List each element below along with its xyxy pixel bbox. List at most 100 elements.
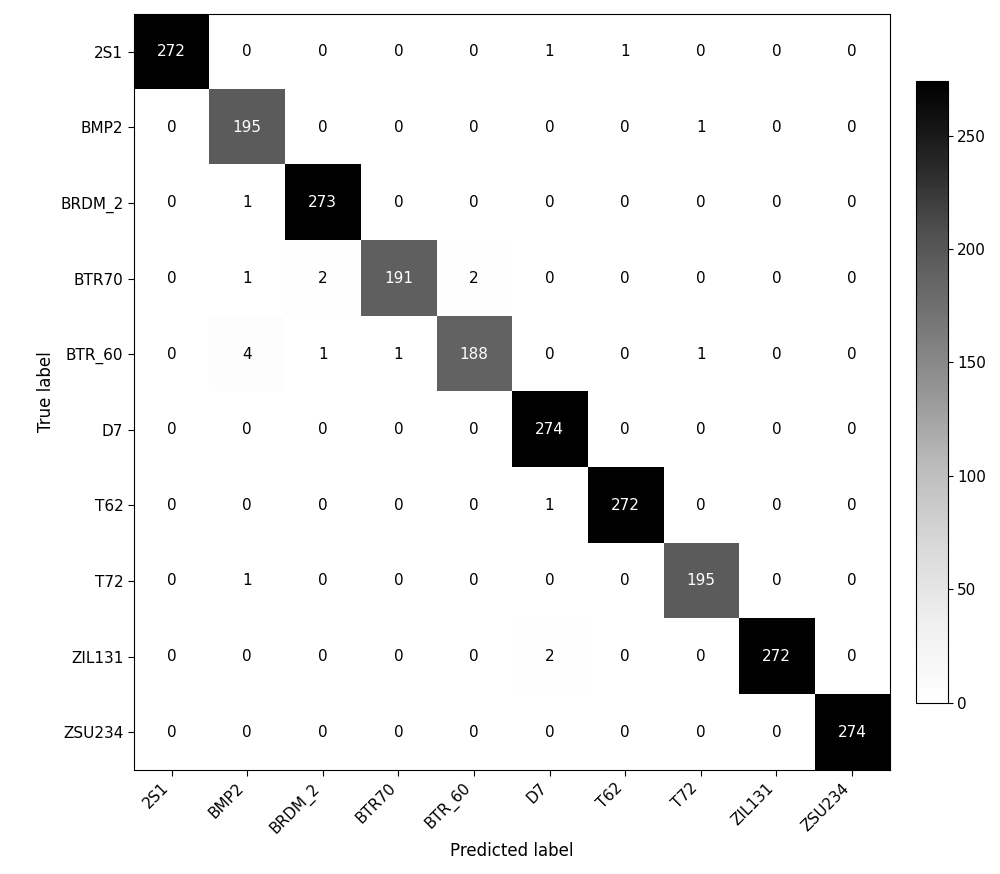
Text: 1: 1 xyxy=(242,271,252,286)
Text: 272: 272 xyxy=(157,45,186,59)
Text: 0: 0 xyxy=(167,498,176,513)
Text: 0: 0 xyxy=(318,422,328,437)
Text: 0: 0 xyxy=(847,649,857,664)
Text: 0: 0 xyxy=(772,347,781,362)
Text: 0: 0 xyxy=(469,498,479,513)
Text: 1: 1 xyxy=(696,120,706,135)
Text: 0: 0 xyxy=(620,725,630,739)
Text: 0: 0 xyxy=(167,271,176,286)
Text: 0: 0 xyxy=(545,725,554,739)
Text: 1: 1 xyxy=(545,498,554,513)
Text: 0: 0 xyxy=(620,347,630,362)
Text: 0: 0 xyxy=(545,196,554,211)
Text: 195: 195 xyxy=(686,573,715,588)
Text: 0: 0 xyxy=(847,120,857,135)
Text: 0: 0 xyxy=(620,120,630,135)
Text: 0: 0 xyxy=(847,196,857,211)
Text: 0: 0 xyxy=(545,120,554,135)
Text: 0: 0 xyxy=(772,725,781,739)
Text: 274: 274 xyxy=(535,422,564,437)
Text: 0: 0 xyxy=(620,196,630,211)
Text: 0: 0 xyxy=(469,725,479,739)
Text: 0: 0 xyxy=(318,573,328,588)
Text: 0: 0 xyxy=(772,45,781,59)
Text: 0: 0 xyxy=(696,196,706,211)
Text: 0: 0 xyxy=(696,422,706,437)
Text: 188: 188 xyxy=(460,347,488,362)
Text: 0: 0 xyxy=(772,422,781,437)
Text: 0: 0 xyxy=(545,347,554,362)
Text: 0: 0 xyxy=(772,498,781,513)
Text: 1: 1 xyxy=(545,45,554,59)
Text: 0: 0 xyxy=(469,422,479,437)
Text: 0: 0 xyxy=(772,196,781,211)
Text: 0: 0 xyxy=(469,649,479,664)
Text: 272: 272 xyxy=(762,649,791,664)
Y-axis label: True label: True label xyxy=(37,351,55,433)
Text: 0: 0 xyxy=(318,498,328,513)
Text: 273: 273 xyxy=(308,196,337,211)
Text: 0: 0 xyxy=(620,573,630,588)
Text: 0: 0 xyxy=(847,498,857,513)
Text: 0: 0 xyxy=(394,725,403,739)
Text: 4: 4 xyxy=(242,347,252,362)
Text: 0: 0 xyxy=(242,725,252,739)
Text: 0: 0 xyxy=(242,649,252,664)
Text: 0: 0 xyxy=(847,573,857,588)
Text: 0: 0 xyxy=(469,120,479,135)
Text: 2: 2 xyxy=(545,649,554,664)
Text: 0: 0 xyxy=(394,498,403,513)
Text: 0: 0 xyxy=(696,649,706,664)
Text: 274: 274 xyxy=(838,725,866,739)
Text: 1: 1 xyxy=(318,347,328,362)
Text: 0: 0 xyxy=(847,347,857,362)
Text: 0: 0 xyxy=(847,422,857,437)
Text: 0: 0 xyxy=(469,196,479,211)
Text: 195: 195 xyxy=(233,120,262,135)
Text: 0: 0 xyxy=(696,45,706,59)
Text: 0: 0 xyxy=(394,573,403,588)
Text: 0: 0 xyxy=(394,45,403,59)
Text: 0: 0 xyxy=(167,347,176,362)
Text: 0: 0 xyxy=(772,271,781,286)
Text: 1: 1 xyxy=(620,45,630,59)
Text: 0: 0 xyxy=(847,271,857,286)
Text: 0: 0 xyxy=(167,649,176,664)
Text: 0: 0 xyxy=(469,573,479,588)
X-axis label: Predicted label: Predicted label xyxy=(450,843,574,860)
Text: 0: 0 xyxy=(394,120,403,135)
Text: 272: 272 xyxy=(611,498,640,513)
Text: 0: 0 xyxy=(394,649,403,664)
Text: 0: 0 xyxy=(620,271,630,286)
Text: 0: 0 xyxy=(318,649,328,664)
Text: 0: 0 xyxy=(167,196,176,211)
Text: 0: 0 xyxy=(318,725,328,739)
Text: 0: 0 xyxy=(847,45,857,59)
Text: 0: 0 xyxy=(696,498,706,513)
Text: 0: 0 xyxy=(772,573,781,588)
Text: 1: 1 xyxy=(394,347,403,362)
Text: 0: 0 xyxy=(242,422,252,437)
Text: 0: 0 xyxy=(242,45,252,59)
Text: 0: 0 xyxy=(167,725,176,739)
Text: 0: 0 xyxy=(469,45,479,59)
Text: 0: 0 xyxy=(394,196,403,211)
Text: 0: 0 xyxy=(696,725,706,739)
Text: 2: 2 xyxy=(469,271,479,286)
Text: 0: 0 xyxy=(394,422,403,437)
Text: 1: 1 xyxy=(242,573,252,588)
Text: 0: 0 xyxy=(318,120,328,135)
Text: 1: 1 xyxy=(242,196,252,211)
Text: 0: 0 xyxy=(167,573,176,588)
Text: 0: 0 xyxy=(772,120,781,135)
Text: 0: 0 xyxy=(545,271,554,286)
Text: 0: 0 xyxy=(545,573,554,588)
Text: 0: 0 xyxy=(696,271,706,286)
Text: 0: 0 xyxy=(242,498,252,513)
Text: 0: 0 xyxy=(167,422,176,437)
Text: 2: 2 xyxy=(318,271,328,286)
Text: 0: 0 xyxy=(620,422,630,437)
Text: 191: 191 xyxy=(384,271,413,286)
Text: 0: 0 xyxy=(620,649,630,664)
Text: 0: 0 xyxy=(318,45,328,59)
